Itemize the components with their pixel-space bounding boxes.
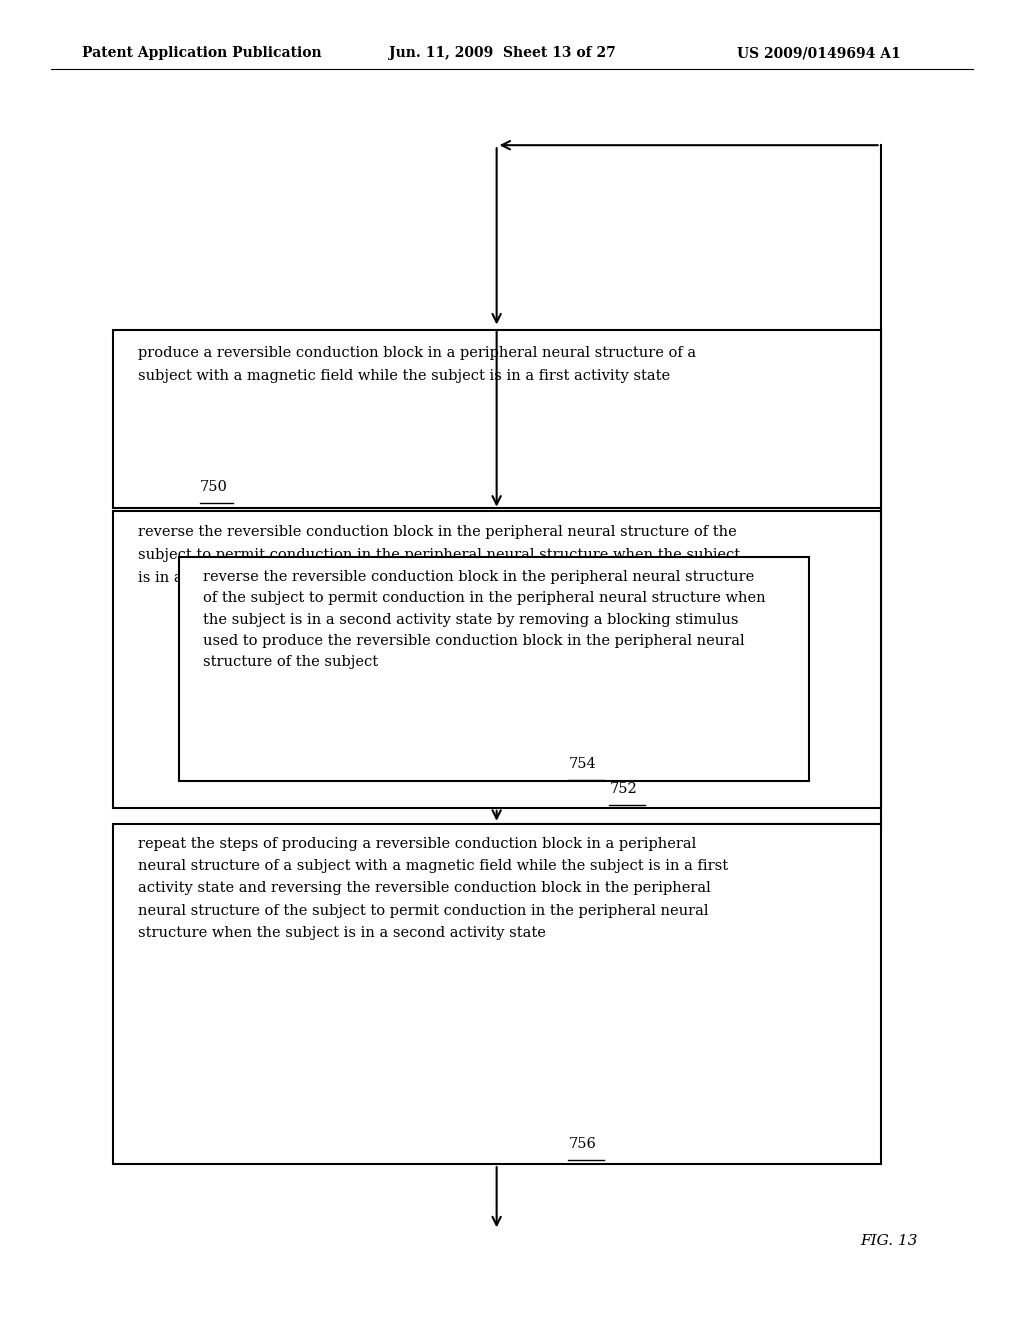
Text: 750: 750 xyxy=(200,479,227,494)
Text: reverse the reversible conduction block in the peripheral neural structure of th: reverse the reversible conduction block … xyxy=(138,525,740,585)
Text: reverse the reversible conduction block in the peripheral neural structure
of th: reverse the reversible conduction block … xyxy=(203,570,765,669)
Text: 754: 754 xyxy=(568,756,596,771)
Text: US 2009/0149694 A1: US 2009/0149694 A1 xyxy=(737,46,901,61)
Text: Jun. 11, 2009  Sheet 13 of 27: Jun. 11, 2009 Sheet 13 of 27 xyxy=(389,46,615,61)
FancyBboxPatch shape xyxy=(113,511,881,808)
FancyBboxPatch shape xyxy=(179,557,809,781)
FancyBboxPatch shape xyxy=(113,824,881,1164)
Text: produce a reversible conduction block in a peripheral neural structure of a
subj: produce a reversible conduction block in… xyxy=(138,346,696,383)
Text: Patent Application Publication: Patent Application Publication xyxy=(82,46,322,61)
FancyBboxPatch shape xyxy=(113,330,881,508)
Text: 756: 756 xyxy=(568,1137,596,1151)
Text: 752: 752 xyxy=(609,781,637,796)
Text: repeat the steps of producing a reversible conduction block in a peripheral
neur: repeat the steps of producing a reversib… xyxy=(138,837,728,940)
Text: FIG. 13: FIG. 13 xyxy=(860,1234,918,1249)
